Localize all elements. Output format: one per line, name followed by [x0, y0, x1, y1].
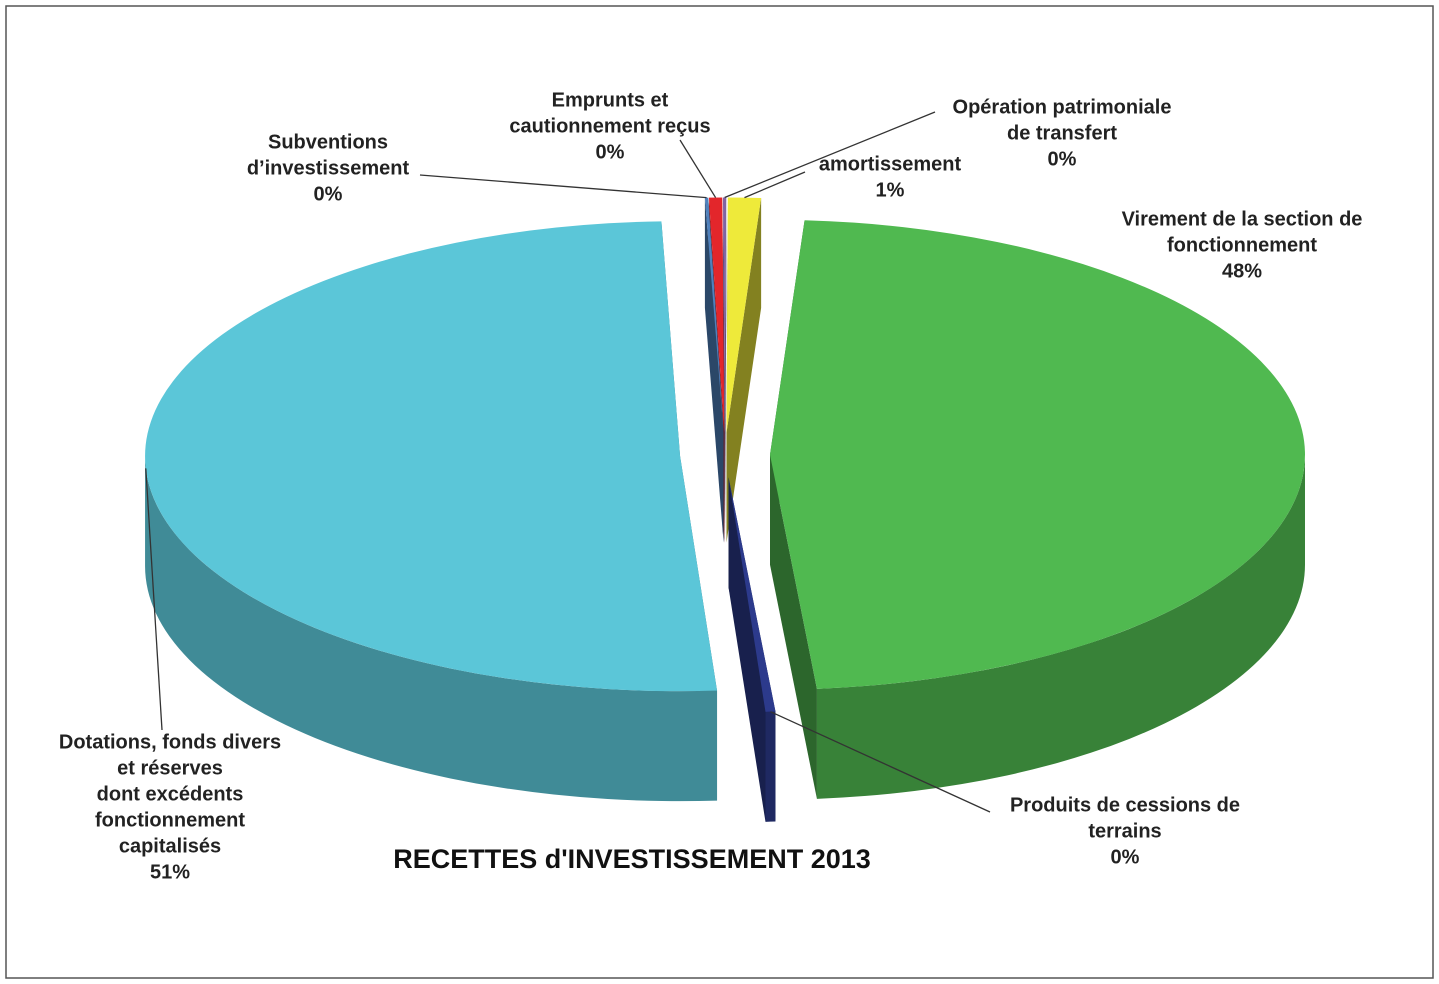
value-label: 48%: [1222, 260, 1262, 282]
slice: [145, 221, 718, 802]
leader-line: [419, 174, 707, 199]
slice-label: amortissement: [819, 153, 962, 175]
slice-face: [769, 454, 817, 799]
leader-line: [744, 171, 806, 199]
slice-label: Dotations, fonds divers: [59, 731, 281, 753]
leader-line: [770, 711, 991, 813]
slice-label: terrains: [1088, 820, 1161, 842]
slice-label: Emprunts et: [552, 89, 669, 111]
slice-label: dont excédents: [97, 783, 244, 805]
slice-label: Virement de la section de: [1122, 208, 1363, 230]
slice-label: de transfert: [1007, 122, 1117, 144]
value-label: 0%: [314, 183, 343, 205]
slice-label: et réserves: [117, 757, 223, 779]
slice-top: [728, 477, 776, 712]
slice-top: [708, 197, 725, 433]
slice-wall: [765, 711, 776, 822]
labels: Subventions d’investissement 0% Emprunts et…: [59, 89, 1363, 883]
slice: [726, 197, 762, 543]
slice-wall: [145, 456, 718, 802]
value-label: 1%: [876, 179, 905, 201]
slice-label: Produits de cessions de: [1010, 794, 1240, 816]
slice-label: fonctionnement: [95, 809, 245, 831]
slice: [704, 197, 724, 543]
slice-face: [728, 477, 766, 822]
slice-label: Subventions: [268, 131, 388, 153]
chart-title: RECETTES d'INVESTISSEMENT 2013: [393, 844, 871, 874]
value-label: 0%: [1048, 148, 1077, 170]
pie: [145, 197, 1305, 822]
slice-face: [724, 197, 727, 543]
slice-top: [145, 221, 718, 692]
slice: [769, 220, 1305, 799]
slice-wall: [816, 454, 1305, 799]
slice-face: [722, 197, 725, 543]
slice-label: fonctionnement: [1167, 234, 1317, 256]
slice-label: Opération patrimoniale: [953, 96, 1172, 118]
slice-top: [704, 197, 724, 433]
slice-face: [726, 198, 762, 543]
slice-top: [769, 220, 1305, 689]
leader-line: [145, 468, 163, 731]
slice-label: d’investissement: [247, 157, 410, 179]
value-label: 0%: [1111, 846, 1140, 868]
slice-label: capitalisés: [119, 835, 221, 857]
value-label: 0%: [596, 141, 625, 163]
value-label: 51%: [150, 861, 190, 883]
slice: [722, 197, 727, 543]
slice: [728, 477, 776, 822]
slice-top: [726, 197, 762, 433]
slice-top: [722, 197, 727, 433]
slice-label: cautionnement reçus: [509, 115, 710, 137]
leader-line: [724, 111, 936, 199]
leader-line: [679, 139, 717, 198]
